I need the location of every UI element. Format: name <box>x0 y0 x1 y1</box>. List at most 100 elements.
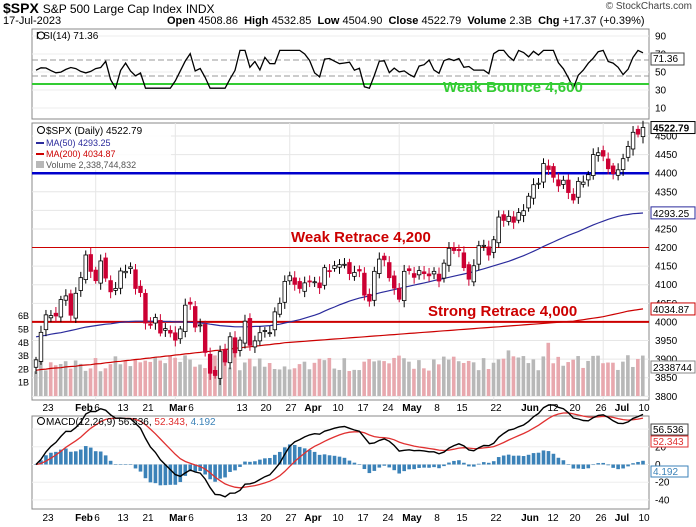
volume-bar <box>427 370 431 396</box>
close-value: 4522.79 <box>421 15 462 27</box>
x-label-top: 10 <box>332 403 344 414</box>
candle-body <box>506 215 511 222</box>
candle-body <box>272 311 278 331</box>
price-tick-label: 4400 <box>655 169 678 180</box>
volume-bar <box>307 369 312 396</box>
volume-bar <box>496 359 501 396</box>
macd-hist-bar <box>506 454 511 465</box>
volume-bar <box>626 355 630 396</box>
candle-body <box>496 216 501 244</box>
volume-bar <box>272 368 277 396</box>
macd-hist-bar <box>287 444 292 465</box>
candle-body <box>566 179 571 193</box>
x-label-bottom: 26 <box>595 513 607 524</box>
macd-hist-bar <box>148 464 153 483</box>
volume-bar <box>262 366 267 396</box>
candle-body <box>516 212 521 221</box>
x-label-top: 12 <box>547 403 559 414</box>
rsi-tick-label: 50 <box>655 68 667 79</box>
macd-hist-bar <box>501 455 506 465</box>
macd-hist-bar <box>108 460 113 465</box>
candle-body <box>456 249 462 251</box>
macd-hist-bar <box>462 462 466 465</box>
volume-bar <box>357 370 362 396</box>
candle-body <box>247 318 253 346</box>
macd-hist-bar <box>467 464 471 467</box>
macd-hist-bar <box>407 464 411 470</box>
volume-tick-label: 4B <box>18 338 29 348</box>
candle-body <box>581 181 586 185</box>
macd-hist-bar <box>39 460 43 465</box>
macd-hist-bar <box>342 457 347 465</box>
volume-bar <box>78 363 83 396</box>
volume-bar <box>641 355 645 396</box>
volume-label: Volume <box>467 15 507 27</box>
macd-hist-bar <box>387 464 392 468</box>
x-label-bottom: May <box>402 513 422 524</box>
volume-bar <box>596 355 600 396</box>
candle-body <box>347 262 352 274</box>
candle-body <box>108 280 113 293</box>
volume-bar <box>402 358 406 396</box>
x-label-bottom: 17 <box>357 513 369 524</box>
macd-tick-label: -20 <box>655 478 670 489</box>
volume-bar <box>342 358 347 396</box>
macd-hist-bar <box>496 457 501 465</box>
macd-hist-bar <box>158 464 163 486</box>
macd-hist-bar <box>133 464 138 469</box>
candle-body <box>322 267 327 286</box>
x-label-bottom: Feb <box>75 513 93 524</box>
price-legend-icon <box>37 126 45 134</box>
x-label-bottom: 23 <box>42 513 54 524</box>
macd-hist-bar <box>198 464 202 471</box>
candle-body <box>168 329 173 334</box>
symbol-label: $SPX <box>3 0 39 16</box>
volume-bar <box>163 363 167 396</box>
volume-bar <box>367 359 371 396</box>
volume-bar <box>203 368 207 396</box>
candle-body <box>600 150 606 157</box>
volume-bar <box>277 369 282 396</box>
volume-bar <box>332 368 337 396</box>
macd-hist-bar <box>596 463 601 465</box>
macd-hist-bar <box>213 464 217 482</box>
macd-hist-bar <box>621 464 625 469</box>
macd-hist-bar <box>233 464 237 471</box>
macd-hist-bar <box>64 448 68 465</box>
candle-body <box>93 269 98 282</box>
volume-bar <box>178 361 182 396</box>
macd-hist-bar <box>402 464 406 472</box>
candle-body <box>551 166 556 178</box>
x-label-bottom: 15 <box>456 513 468 524</box>
candle-body <box>536 182 541 185</box>
x-label-top: 6 <box>188 403 194 414</box>
volume-bar <box>327 357 332 396</box>
volume-bar <box>422 368 426 396</box>
candle-body <box>501 214 506 221</box>
candle-body <box>615 169 621 176</box>
macd-hist-bar <box>273 454 277 465</box>
ma50-tag-box <box>650 206 696 220</box>
candle-body <box>38 331 44 362</box>
volume-bar <box>412 368 416 396</box>
x-label-top: 22 <box>490 403 502 414</box>
candle-body <box>357 269 362 272</box>
x-label-bottom: 20 <box>260 513 272 524</box>
macd-hist-bar <box>153 464 158 484</box>
macd-hist-bar <box>367 464 372 474</box>
macd-hist-bar <box>551 453 556 465</box>
volume-bar <box>317 358 322 396</box>
x-label-bottom: 6 <box>94 513 100 524</box>
candle-body <box>312 281 317 284</box>
candle-body <box>466 264 472 280</box>
rsi-panel: RSI(14) 71.36 Weak Bounce 4,600 90705030… <box>31 28 685 120</box>
candle-body <box>48 315 54 319</box>
candle-body <box>481 244 486 247</box>
macd-hist-bar <box>442 464 446 467</box>
macd-hist-bar <box>138 464 143 472</box>
x-label-bottom: 12 <box>547 513 559 524</box>
macd-legend-hist: 4.192 <box>191 417 216 428</box>
x-label-top: 24 <box>382 403 394 414</box>
volume-bar <box>466 360 471 396</box>
macd-hist-bar <box>118 464 123 465</box>
